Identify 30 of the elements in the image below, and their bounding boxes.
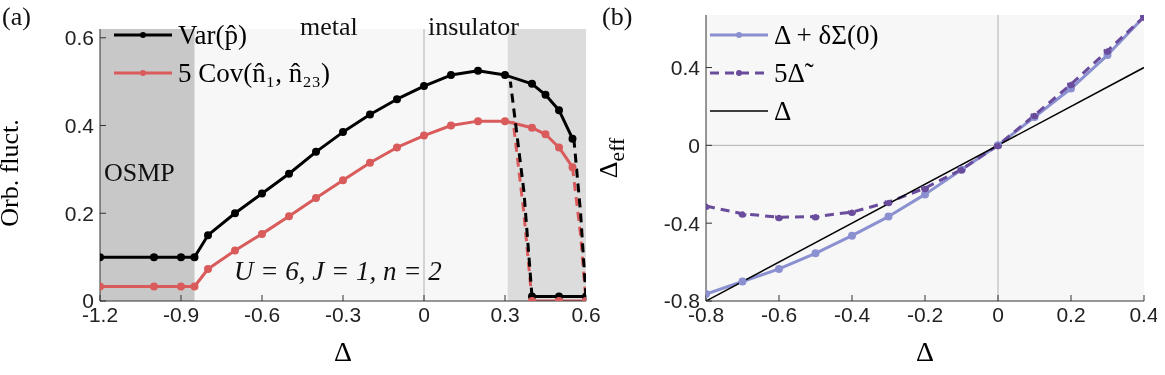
legend-label: Var(p̂) xyxy=(178,19,247,51)
annotation: U = 6, J = 1, n = 2 xyxy=(234,256,442,287)
y-axis-title: Orb. fluct. xyxy=(0,119,25,227)
annotation: metal xyxy=(300,12,358,42)
x-tick-label: 0 xyxy=(418,302,430,326)
x-tick-label: -0.9 xyxy=(162,302,200,326)
x-tick-label: 0 xyxy=(992,302,1004,326)
x-tick-label: -0.3 xyxy=(324,302,362,326)
text: (b) xyxy=(602,2,633,32)
y-tick-label: 0.6 xyxy=(64,26,94,50)
x-axis-title: Δ xyxy=(333,336,353,368)
annotation: OSMP xyxy=(104,158,175,188)
legend-label: Δ xyxy=(774,95,792,127)
x-tick-label: 0.6 xyxy=(571,302,601,326)
y-tick-label: -0.4 xyxy=(663,211,701,235)
legend-label: Δ + δΣ(0) xyxy=(774,19,879,51)
x-tick-label: -0.6 xyxy=(243,302,281,326)
x-tick-label: -0.4 xyxy=(833,302,871,326)
x-tick-label: -0.6 xyxy=(760,302,798,326)
x-tick-label: -0.2 xyxy=(906,302,944,326)
x-tick-label: 0.3 xyxy=(490,302,520,326)
legend-label: 5 Cov(n̂₁, n̂₂₃) xyxy=(178,57,330,89)
x-tick-label: 0.2 xyxy=(1056,302,1086,326)
text: (a) xyxy=(2,2,31,32)
x-axis-title: Δ xyxy=(915,336,935,368)
y-tick-label: 0.4 xyxy=(670,55,701,79)
y-tick-label: 0 xyxy=(688,133,700,157)
y-tick-label: 0.2 xyxy=(64,201,94,225)
annotation: insulator xyxy=(428,12,519,42)
y-tick-label: 0.4 xyxy=(64,113,95,137)
